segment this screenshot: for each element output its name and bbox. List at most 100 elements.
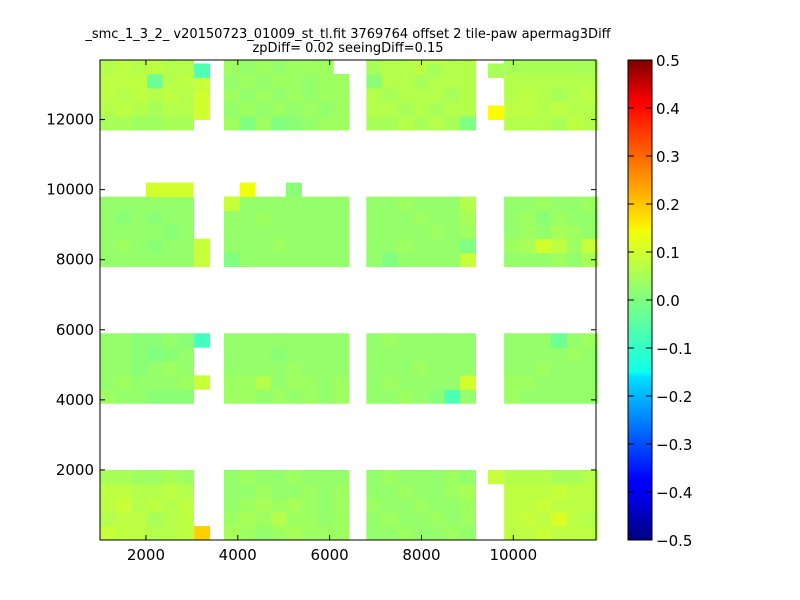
heatmap-cell xyxy=(224,60,241,75)
colorbar-tick-label: 0.5 xyxy=(656,52,680,70)
heatmap-cell xyxy=(519,74,536,89)
heatmap-cell xyxy=(504,483,521,499)
heatmap-cell xyxy=(255,469,272,485)
heatmap-cell xyxy=(460,361,477,376)
heatmap-cell xyxy=(162,74,179,89)
heatmap-cell xyxy=(582,347,599,362)
heatmap-cell xyxy=(535,333,552,348)
heatmap-cell xyxy=(131,102,148,117)
heatmap-cell xyxy=(504,347,521,362)
heatmap-cell xyxy=(566,469,583,485)
heatmap-cell xyxy=(582,238,599,254)
heatmap-cell xyxy=(413,389,430,404)
heatmap-cell xyxy=(146,210,163,226)
heatmap-cell xyxy=(100,74,117,89)
heatmap-cell xyxy=(444,511,461,527)
heatmap-cell xyxy=(550,483,567,499)
heatmap-cell xyxy=(397,60,414,75)
heatmap-cell xyxy=(535,361,552,376)
heatmap-cell xyxy=(100,511,117,527)
heatmap-cell xyxy=(178,88,195,103)
y-tick-label: 12000 xyxy=(46,111,94,129)
heatmap-cell xyxy=(535,497,552,513)
heatmap-cell xyxy=(381,252,398,268)
heatmap-cell xyxy=(302,389,319,404)
heatmap-cell xyxy=(224,252,241,268)
x-tick-label: 10000 xyxy=(489,546,537,564)
heatmap-cell xyxy=(131,60,148,75)
heatmap-cell xyxy=(333,347,350,362)
heatmap-cell xyxy=(162,389,179,404)
heatmap-cell xyxy=(566,102,583,117)
heatmap-cell xyxy=(333,238,350,254)
heatmap-cell xyxy=(317,375,334,390)
heatmap-cell xyxy=(317,497,334,513)
heatmap-cell xyxy=(302,210,319,226)
heatmap-cell xyxy=(366,224,383,240)
heatmap-cell xyxy=(582,252,599,268)
heatmap-cell xyxy=(519,525,536,541)
colorbar-tick-label: 0.2 xyxy=(656,196,680,214)
heatmap-cell xyxy=(397,116,414,131)
heatmap-cell xyxy=(550,224,567,240)
heatmap-cell xyxy=(460,347,477,362)
heatmap-cell xyxy=(550,497,567,513)
heatmap-cell xyxy=(302,375,319,390)
heatmap-cell xyxy=(115,497,132,513)
heatmap-cell xyxy=(100,375,117,390)
heatmap-cell xyxy=(146,333,163,348)
heatmap-cell xyxy=(381,88,398,103)
heatmap-cell xyxy=(131,116,148,131)
heatmap-cell xyxy=(302,116,319,131)
heatmap-cell xyxy=(460,511,477,527)
heatmap-cell xyxy=(333,252,350,268)
heatmap-cell xyxy=(504,525,521,541)
colorbar-tick-label: 0.0 xyxy=(656,292,680,310)
heatmap-cell xyxy=(239,511,256,527)
heatmap-cell xyxy=(270,361,287,376)
heatmap-cell xyxy=(444,252,461,268)
heatmap-cell xyxy=(444,347,461,362)
heatmap-cell xyxy=(270,347,287,362)
heatmap-cell xyxy=(100,497,117,513)
heatmap-cell xyxy=(162,497,179,513)
heatmap-cell xyxy=(582,210,599,226)
heatmap-cell xyxy=(397,210,414,226)
heatmap-cell xyxy=(317,389,334,404)
heatmap-cell xyxy=(566,347,583,362)
heatmap-cell xyxy=(397,333,414,348)
heatmap-cell xyxy=(286,525,303,541)
heatmap-cell xyxy=(504,116,521,131)
heatmap-cell xyxy=(460,116,477,131)
heatmap-cell xyxy=(302,196,319,212)
heatmap-cell xyxy=(460,102,477,117)
heatmap-cell xyxy=(146,525,163,541)
heatmap-cell xyxy=(270,224,287,240)
heatmap-cell xyxy=(302,238,319,254)
heatmap-cell xyxy=(381,196,398,212)
heatmap-cell xyxy=(566,88,583,103)
heatmap-cell xyxy=(413,116,430,131)
heatmap-cell xyxy=(535,116,552,131)
heatmap-cell xyxy=(239,74,256,89)
plot-area-frame xyxy=(99,59,597,541)
heatmap-cell xyxy=(413,60,430,75)
heatmap-cell xyxy=(566,224,583,240)
heatmap-cell xyxy=(317,361,334,376)
heatmap-cell xyxy=(535,60,552,75)
heatmap-cell xyxy=(566,483,583,499)
heatmap-cell xyxy=(333,88,350,103)
heatmap-cell xyxy=(162,196,179,212)
colorbar-tick-label: 0.3 xyxy=(656,148,680,166)
heatmap-cell xyxy=(100,252,117,268)
heatmap-cell xyxy=(194,63,211,78)
heatmap-cell xyxy=(115,196,132,212)
heatmap-cell xyxy=(224,196,241,212)
heatmap-cell xyxy=(519,210,536,226)
heatmap-cell xyxy=(413,88,430,103)
heatmap-cell xyxy=(162,525,179,541)
heatmap-cell xyxy=(270,375,287,390)
heatmap-cell xyxy=(270,469,287,485)
heatmap-cell xyxy=(146,497,163,513)
heatmap-cell xyxy=(146,102,163,117)
